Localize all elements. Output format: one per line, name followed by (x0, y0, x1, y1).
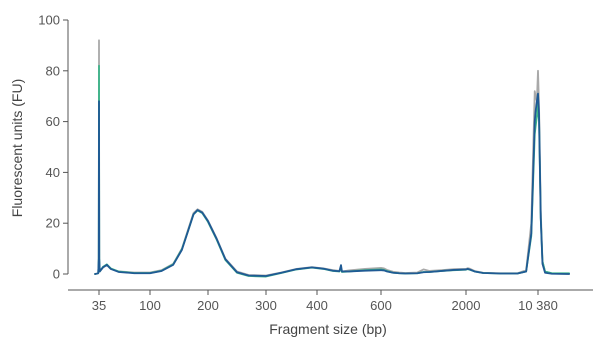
series-line-2 (94, 64, 570, 278)
series-group (94, 39, 570, 278)
y-tick-label: 0 (53, 267, 60, 282)
x-tick-label: 600 (370, 298, 392, 313)
y-tick-label: 60 (46, 114, 60, 129)
x-tick-label: 10 380 (518, 298, 558, 313)
y-tick-label: 100 (38, 13, 60, 28)
x-tick-label: 2000 (452, 298, 481, 313)
y-tick-label: 80 (46, 63, 60, 78)
series-line-1 (94, 39, 570, 277)
x-tick-label: 400 (306, 298, 328, 313)
y-tick-label: 20 (46, 216, 60, 231)
x-tick-label: 35 (92, 298, 106, 313)
x-tick-label: 100 (139, 298, 161, 313)
x-axis-title: Fragment size (bp) (269, 321, 386, 337)
series-line-3 (94, 92, 570, 277)
axes: 0 20 40 60 80 100 35 100 200 300 400 600 2000 10 380 (38, 13, 593, 313)
y-axis-title: Fluorescent units (FU) (9, 79, 25, 217)
x-tick-label: 200 (197, 298, 219, 313)
y-tick-label: 40 (46, 165, 60, 180)
x-tick-label: 300 (255, 298, 277, 313)
